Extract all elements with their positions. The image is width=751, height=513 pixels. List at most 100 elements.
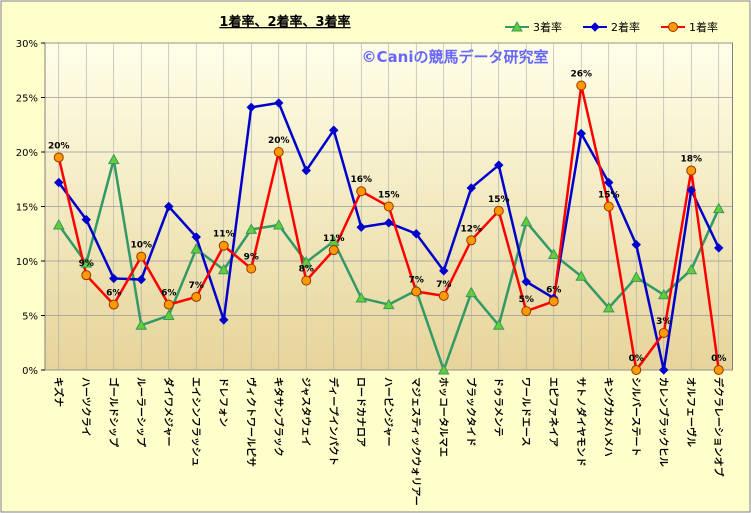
data-point: [712, 202, 725, 214]
data-point: [136, 274, 146, 285]
data-point: [301, 275, 312, 286]
legend-marker: [668, 22, 678, 32]
data-point: [356, 186, 367, 197]
data-point: [218, 240, 229, 251]
data-point: [53, 152, 64, 163]
data-point: [658, 327, 669, 338]
data-label: 6%: [546, 285, 561, 295]
legend-label: 1着率: [689, 20, 718, 34]
data-point: [411, 286, 422, 297]
x-tick-label: キングカメハメハ: [602, 377, 615, 457]
x-tick-label: ドレフォン: [217, 377, 229, 427]
data-label: 20%: [48, 141, 70, 151]
y-tick-label: 30%: [16, 39, 38, 50]
data-point: [80, 257, 93, 268]
chart-title: 1着率、2着率、3着率: [219, 14, 350, 30]
data-label: 7%: [409, 276, 424, 286]
data-label: 7%: [189, 281, 204, 291]
data-label: 0%: [629, 354, 644, 364]
data-point: [164, 201, 174, 212]
data-label: 15%: [598, 191, 620, 201]
x-tick-label: カレンブラックヒル: [657, 377, 670, 467]
data-point: [521, 306, 532, 317]
x-tick-label: オルフェーヴル: [684, 377, 697, 447]
data-point: [272, 219, 285, 230]
data-point: [108, 299, 119, 310]
legend-marker: [590, 22, 600, 32]
data-point: [657, 288, 670, 300]
data-point: [439, 266, 449, 276]
data-label: 11%: [213, 230, 235, 240]
x-tick-label: ハービンジャー: [382, 377, 395, 447]
x-tick-label: ロードカナロア: [354, 377, 366, 447]
x-tick-label: マジェスティックウォリアー: [409, 377, 421, 506]
data-label: 7%: [436, 280, 451, 290]
x-tick-label: ワールドエース: [519, 377, 531, 447]
data-point: [300, 256, 313, 267]
data-point: [494, 160, 504, 170]
data-point: [382, 298, 395, 310]
data-point: [604, 177, 614, 188]
data-point: [713, 365, 724, 375]
data-point: [411, 229, 421, 239]
data-point: [631, 239, 641, 250]
data-label: 18%: [680, 155, 702, 165]
data-point: [273, 147, 284, 157]
data-point: [466, 183, 476, 193]
x-tick-label: シルバーステート: [629, 377, 641, 457]
data-label: 11%: [323, 234, 345, 244]
data-point: [602, 301, 615, 313]
data-point: [438, 290, 449, 301]
data-point: [217, 263, 230, 275]
x-tick-label: エピファネイア: [547, 377, 559, 447]
x-tick-label: デクラレーションオブ: [712, 377, 725, 477]
data-point: [659, 365, 669, 375]
data-point: [437, 363, 450, 375]
data-label: 15%: [378, 191, 400, 201]
data-point: [191, 232, 201, 242]
data-point: [54, 177, 64, 188]
x-tick-label: ホッコータルマエ: [437, 377, 449, 457]
data-point: [630, 271, 643, 282]
data-label: 5%: [519, 295, 534, 305]
data-point: [136, 251, 147, 262]
x-tick-label: ブラックタイド: [464, 377, 477, 447]
data-point: [81, 214, 91, 225]
data-point: [246, 263, 257, 274]
y-tick-label: 25%: [16, 94, 38, 105]
data-point: [576, 128, 586, 139]
y-tick-label: 15%: [16, 203, 38, 214]
data-point: [81, 270, 92, 281]
data-label: 20%: [268, 136, 290, 146]
x-tick-label: エイシンフラッシュ: [189, 377, 201, 467]
watermark: ©Caniの競馬データ研究室: [362, 48, 549, 66]
data-point: [107, 153, 120, 165]
data-label: 10%: [130, 241, 152, 251]
data-point: [521, 277, 531, 287]
data-point: [686, 185, 696, 195]
x-tick-label: ジャスタウェイ: [299, 377, 311, 447]
x-tick-label: キタサンブラック: [272, 377, 285, 457]
y-tick-label: 5%: [22, 312, 38, 323]
data-point: [384, 218, 394, 228]
data-point: [631, 365, 642, 375]
data-label: 16%: [350, 175, 372, 185]
data-label: 8%: [299, 265, 314, 275]
data-point: [520, 215, 533, 227]
x-tick-label: キズナ: [52, 377, 65, 407]
x-tick-label: サトノダイヤモンド: [574, 377, 587, 467]
data-label: 6%: [161, 289, 176, 299]
data-point: [685, 263, 698, 275]
data-point: [548, 296, 559, 307]
data-point: [492, 319, 505, 330]
data-point: [383, 201, 394, 212]
legend-label: 2着率: [611, 20, 640, 34]
data-point: [245, 223, 258, 234]
data-label: 9%: [244, 253, 259, 263]
data-point: [466, 235, 477, 246]
data-point: [135, 319, 148, 330]
data-label: 0%: [711, 354, 726, 364]
data-point: [190, 242, 203, 254]
data-point: [356, 222, 366, 232]
